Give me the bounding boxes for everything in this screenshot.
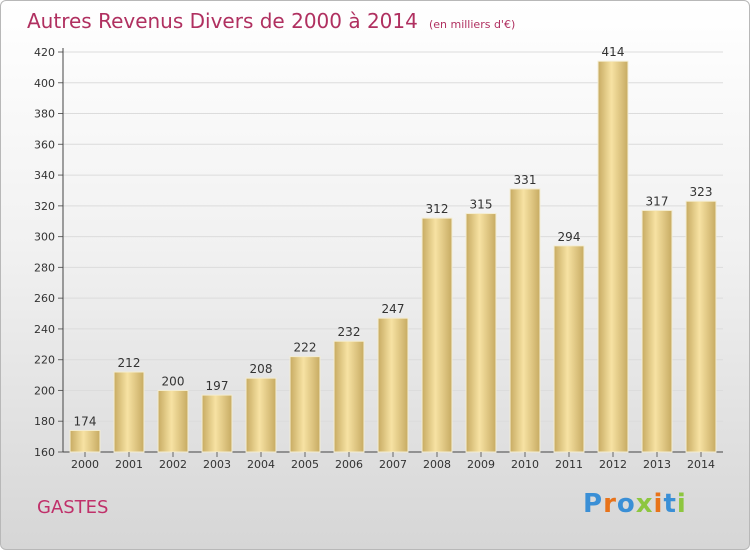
chart-subtitle: (en milliers d'€) — [428, 18, 516, 31]
bar — [245, 377, 277, 453]
x-tick-label: 2011 — [555, 458, 583, 471]
place-name: GASTES — [37, 497, 109, 518]
bar — [553, 245, 585, 453]
y-tick-label: 220 — [34, 354, 55, 367]
data-label: 317 — [646, 194, 669, 208]
x-tick-label: 2004 — [247, 458, 275, 471]
bar — [509, 188, 541, 453]
bars — [69, 60, 717, 453]
y-tick-label: 380 — [34, 108, 55, 121]
logo-letter: t — [663, 489, 677, 519]
x-tick-label: 2005 — [291, 458, 319, 471]
bar — [289, 356, 321, 453]
y-tick-labels: 160 180 200 220 240 260 280 300 320 340 360 380 400 4… — [34, 46, 55, 459]
data-label: 294 — [558, 230, 581, 244]
bar — [597, 60, 629, 453]
y-tick-label: 400 — [34, 77, 55, 90]
x-tick-label: 2009 — [467, 458, 495, 471]
logo-letter: i — [653, 489, 664, 519]
x-tick-label: 2000 — [71, 458, 99, 471]
x-tick-label: 2012 — [599, 458, 627, 471]
data-label: 331 — [514, 173, 537, 187]
bar — [201, 394, 233, 453]
data-label: 323 — [690, 185, 713, 199]
data-label: 197 — [206, 379, 229, 393]
x-tick-label: 2014 — [687, 458, 715, 471]
x-tick-label: 2007 — [379, 458, 407, 471]
y-tick-label: 320 — [34, 200, 55, 213]
bar — [465, 213, 497, 453]
y-tick-label: 420 — [34, 46, 55, 59]
data-label: 200 — [162, 374, 185, 388]
data-label: 174 — [74, 414, 97, 428]
y-tick-label: 280 — [34, 261, 55, 274]
bar — [113, 371, 145, 453]
y-tick-label: 360 — [34, 138, 55, 151]
x-tick-label: 2001 — [115, 458, 143, 471]
bar — [333, 340, 365, 453]
proxiti-logo: Proxiti — [583, 489, 687, 519]
x-tick-label: 2002 — [159, 458, 187, 471]
x-tick-label: 2010 — [511, 458, 539, 471]
logo-letter: r — [603, 489, 617, 519]
bar — [685, 200, 717, 453]
data-label: 232 — [338, 325, 361, 339]
title-row: Autres Revenus Divers de 2000 à 2014 (en… — [27, 9, 515, 33]
bar — [421, 217, 453, 453]
chart-title: Autres Revenus Divers de 2000 à 2014 — [27, 9, 418, 33]
data-label: 212 — [118, 356, 141, 370]
data-label: 222 — [294, 341, 317, 355]
y-tick-label: 340 — [34, 169, 55, 182]
data-label: 315 — [470, 198, 493, 212]
y-tick-label: 260 — [34, 292, 55, 305]
y-tick-label: 200 — [34, 384, 55, 397]
y-tick-label: 300 — [34, 231, 55, 244]
bar — [377, 317, 409, 453]
data-label: 247 — [382, 302, 405, 316]
bar — [69, 429, 101, 453]
x-tick-labels: 2000 2001 2002 2003 2004 2005 2006 2007 2008 2009… — [71, 452, 715, 471]
logo-letter: o — [616, 489, 636, 519]
x-tick-label: 2013 — [643, 458, 671, 471]
bar — [641, 209, 673, 453]
data-label: 414 — [602, 45, 625, 59]
x-tick-label: 2006 — [335, 458, 363, 471]
data-label: 312 — [426, 202, 449, 216]
y-tick-label: 180 — [34, 415, 55, 428]
x-tick-label: 2008 — [423, 458, 451, 471]
data-labels: 174 212 200 197 208 222 232 247 312 315 331 294 414 3… — [74, 45, 713, 428]
bar — [157, 389, 189, 453]
y-tick-label: 240 — [34, 323, 55, 336]
logo-letter: P — [583, 489, 604, 519]
data-label: 208 — [250, 362, 273, 376]
logo-letter: i — [676, 489, 687, 519]
x-tick-label: 2003 — [203, 458, 231, 471]
logo-letter: x — [635, 489, 654, 519]
y-tick-label: 160 — [34, 446, 55, 459]
